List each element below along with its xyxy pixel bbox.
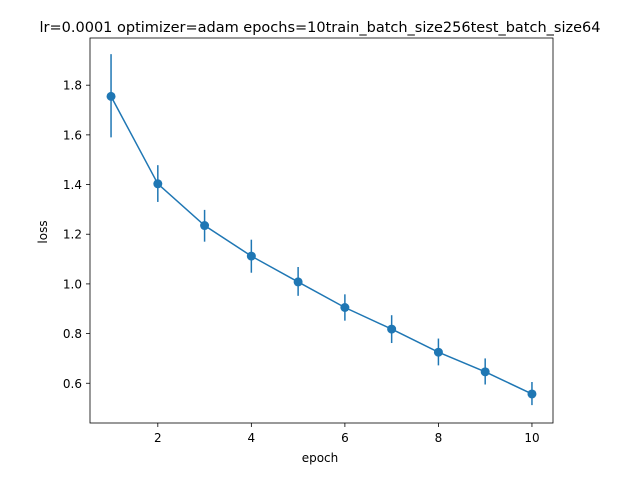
loss-line xyxy=(110,96,533,395)
chart-title: lr=0.0001 optimizer=adam epochs=10train_… xyxy=(40,20,601,36)
x-axis-label: epoch xyxy=(302,451,339,465)
data-point xyxy=(340,303,350,312)
data-point xyxy=(246,251,256,261)
plot-frame xyxy=(89,37,554,424)
axes-layer: 2 4 6 8 10 0.6 0.8 1.0 1.2 1.4 1.6 1.8 xyxy=(63,37,554,445)
x-tick-label: 6 xyxy=(341,431,349,445)
y-tick-label: 1.0 xyxy=(63,277,82,291)
series-layer xyxy=(106,54,537,406)
data-point xyxy=(106,91,116,101)
data-point xyxy=(387,324,397,334)
x-tick-label: 4 xyxy=(248,431,256,445)
data-point xyxy=(527,389,537,399)
data-point xyxy=(153,179,163,189)
y-tick-label: 1.4 xyxy=(63,178,82,192)
data-point xyxy=(433,347,443,357)
data-point xyxy=(480,367,490,377)
x-tick-label: 10 xyxy=(524,431,539,445)
x-tick-label: 8 xyxy=(435,431,443,445)
y-axis-label: loss xyxy=(36,220,50,243)
data-point xyxy=(200,221,210,231)
y-tick-label: 1.2 xyxy=(63,228,82,242)
x-tick-label: 2 xyxy=(154,431,162,445)
y-tick-label: 0.6 xyxy=(63,377,82,391)
y-tick-label: 1.8 xyxy=(63,79,82,93)
data-point xyxy=(293,277,303,287)
y-tick-label: 1.6 xyxy=(63,128,82,142)
y-tick-label: 0.8 xyxy=(63,327,82,341)
